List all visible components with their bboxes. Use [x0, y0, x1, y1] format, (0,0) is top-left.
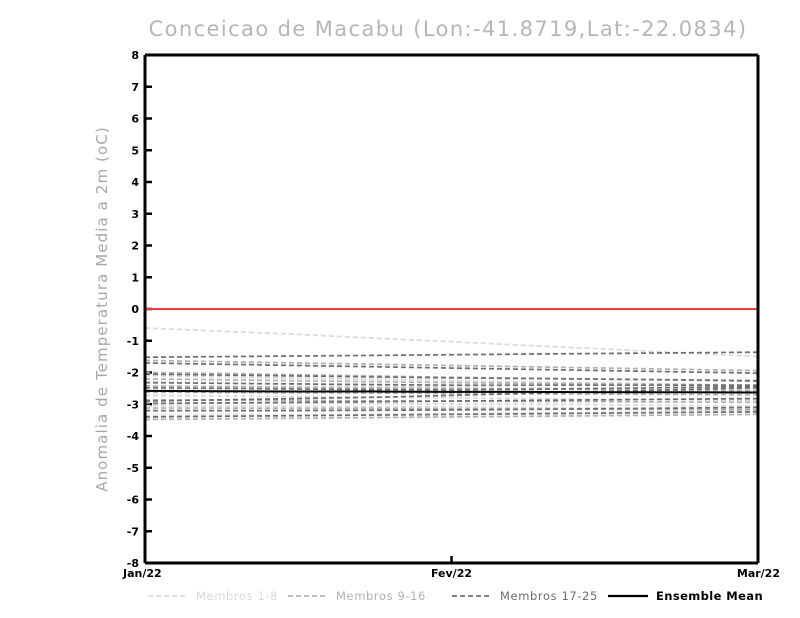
series-line [144, 386, 759, 402]
y-tick-label: 1 [131, 271, 139, 284]
legend-label: Membros 1-8 [196, 589, 278, 603]
y-tick-label: 3 [131, 208, 139, 221]
y-tick-label: 8 [131, 49, 139, 62]
y-tick-label: -7 [127, 525, 139, 538]
x-tick-label: Jan/22 [122, 567, 162, 580]
y-tick-label: 2 [131, 240, 139, 253]
y-tick-label: -1 [127, 335, 139, 348]
y-tick-label: 7 [131, 81, 139, 94]
legend-label: Ensemble Mean [656, 589, 763, 603]
y-tick-label: 4 [131, 176, 139, 189]
series-line [144, 413, 759, 421]
series-line [144, 401, 759, 408]
series-line [144, 381, 759, 391]
series-line [144, 404, 759, 411]
series-line [144, 391, 759, 396]
series-line [144, 389, 759, 394]
y-tick-label: -5 [127, 462, 139, 475]
y-tick-label: -8 [127, 557, 139, 570]
series-line [144, 385, 759, 391]
series-line [144, 381, 758, 387]
x-tick-label: Fev/22 [431, 567, 472, 580]
series-line [144, 351, 759, 359]
y-tick-label: -2 [127, 367, 139, 380]
y-tick-label: 6 [131, 113, 139, 126]
series-line [144, 373, 759, 382]
legend-label: Membros 9-16 [336, 589, 426, 603]
series-line [145, 407, 759, 411]
series-line [144, 359, 759, 372]
series-line [144, 411, 759, 418]
chart-title: Conceicao de Macabu (Lon:-41.8719,Lat:-2… [149, 17, 748, 41]
y-tick-label: -6 [127, 494, 140, 507]
series-lines [144, 327, 759, 421]
legend-label: Membros 17-25 [500, 589, 598, 603]
x-tick-label: Mar/22 [737, 567, 780, 580]
series-line [144, 397, 759, 405]
series-line [144, 362, 759, 374]
y-tick-label: 0 [131, 303, 139, 316]
series-line [145, 406, 759, 412]
chart-legend: Membros 1-8 Membros 9-16 Membros 17-25 Ense… [148, 589, 763, 603]
x-axis-ticks: Jan/22 Fev/22 Mar/22 [122, 556, 780, 580]
series-line [144, 394, 759, 402]
series-line [144, 378, 759, 387]
y-tick-label: 5 [131, 144, 139, 157]
y-axis-title: Anomalia de Temperatura Media a 2m (oC) [93, 126, 111, 492]
plot-frame [143, 53, 760, 565]
series-line [144, 327, 759, 358]
y-tick-label: -4 [127, 430, 140, 443]
y-tick-label: -3 [127, 398, 139, 411]
series-line [144, 374, 759, 387]
series-line [144, 384, 759, 392]
